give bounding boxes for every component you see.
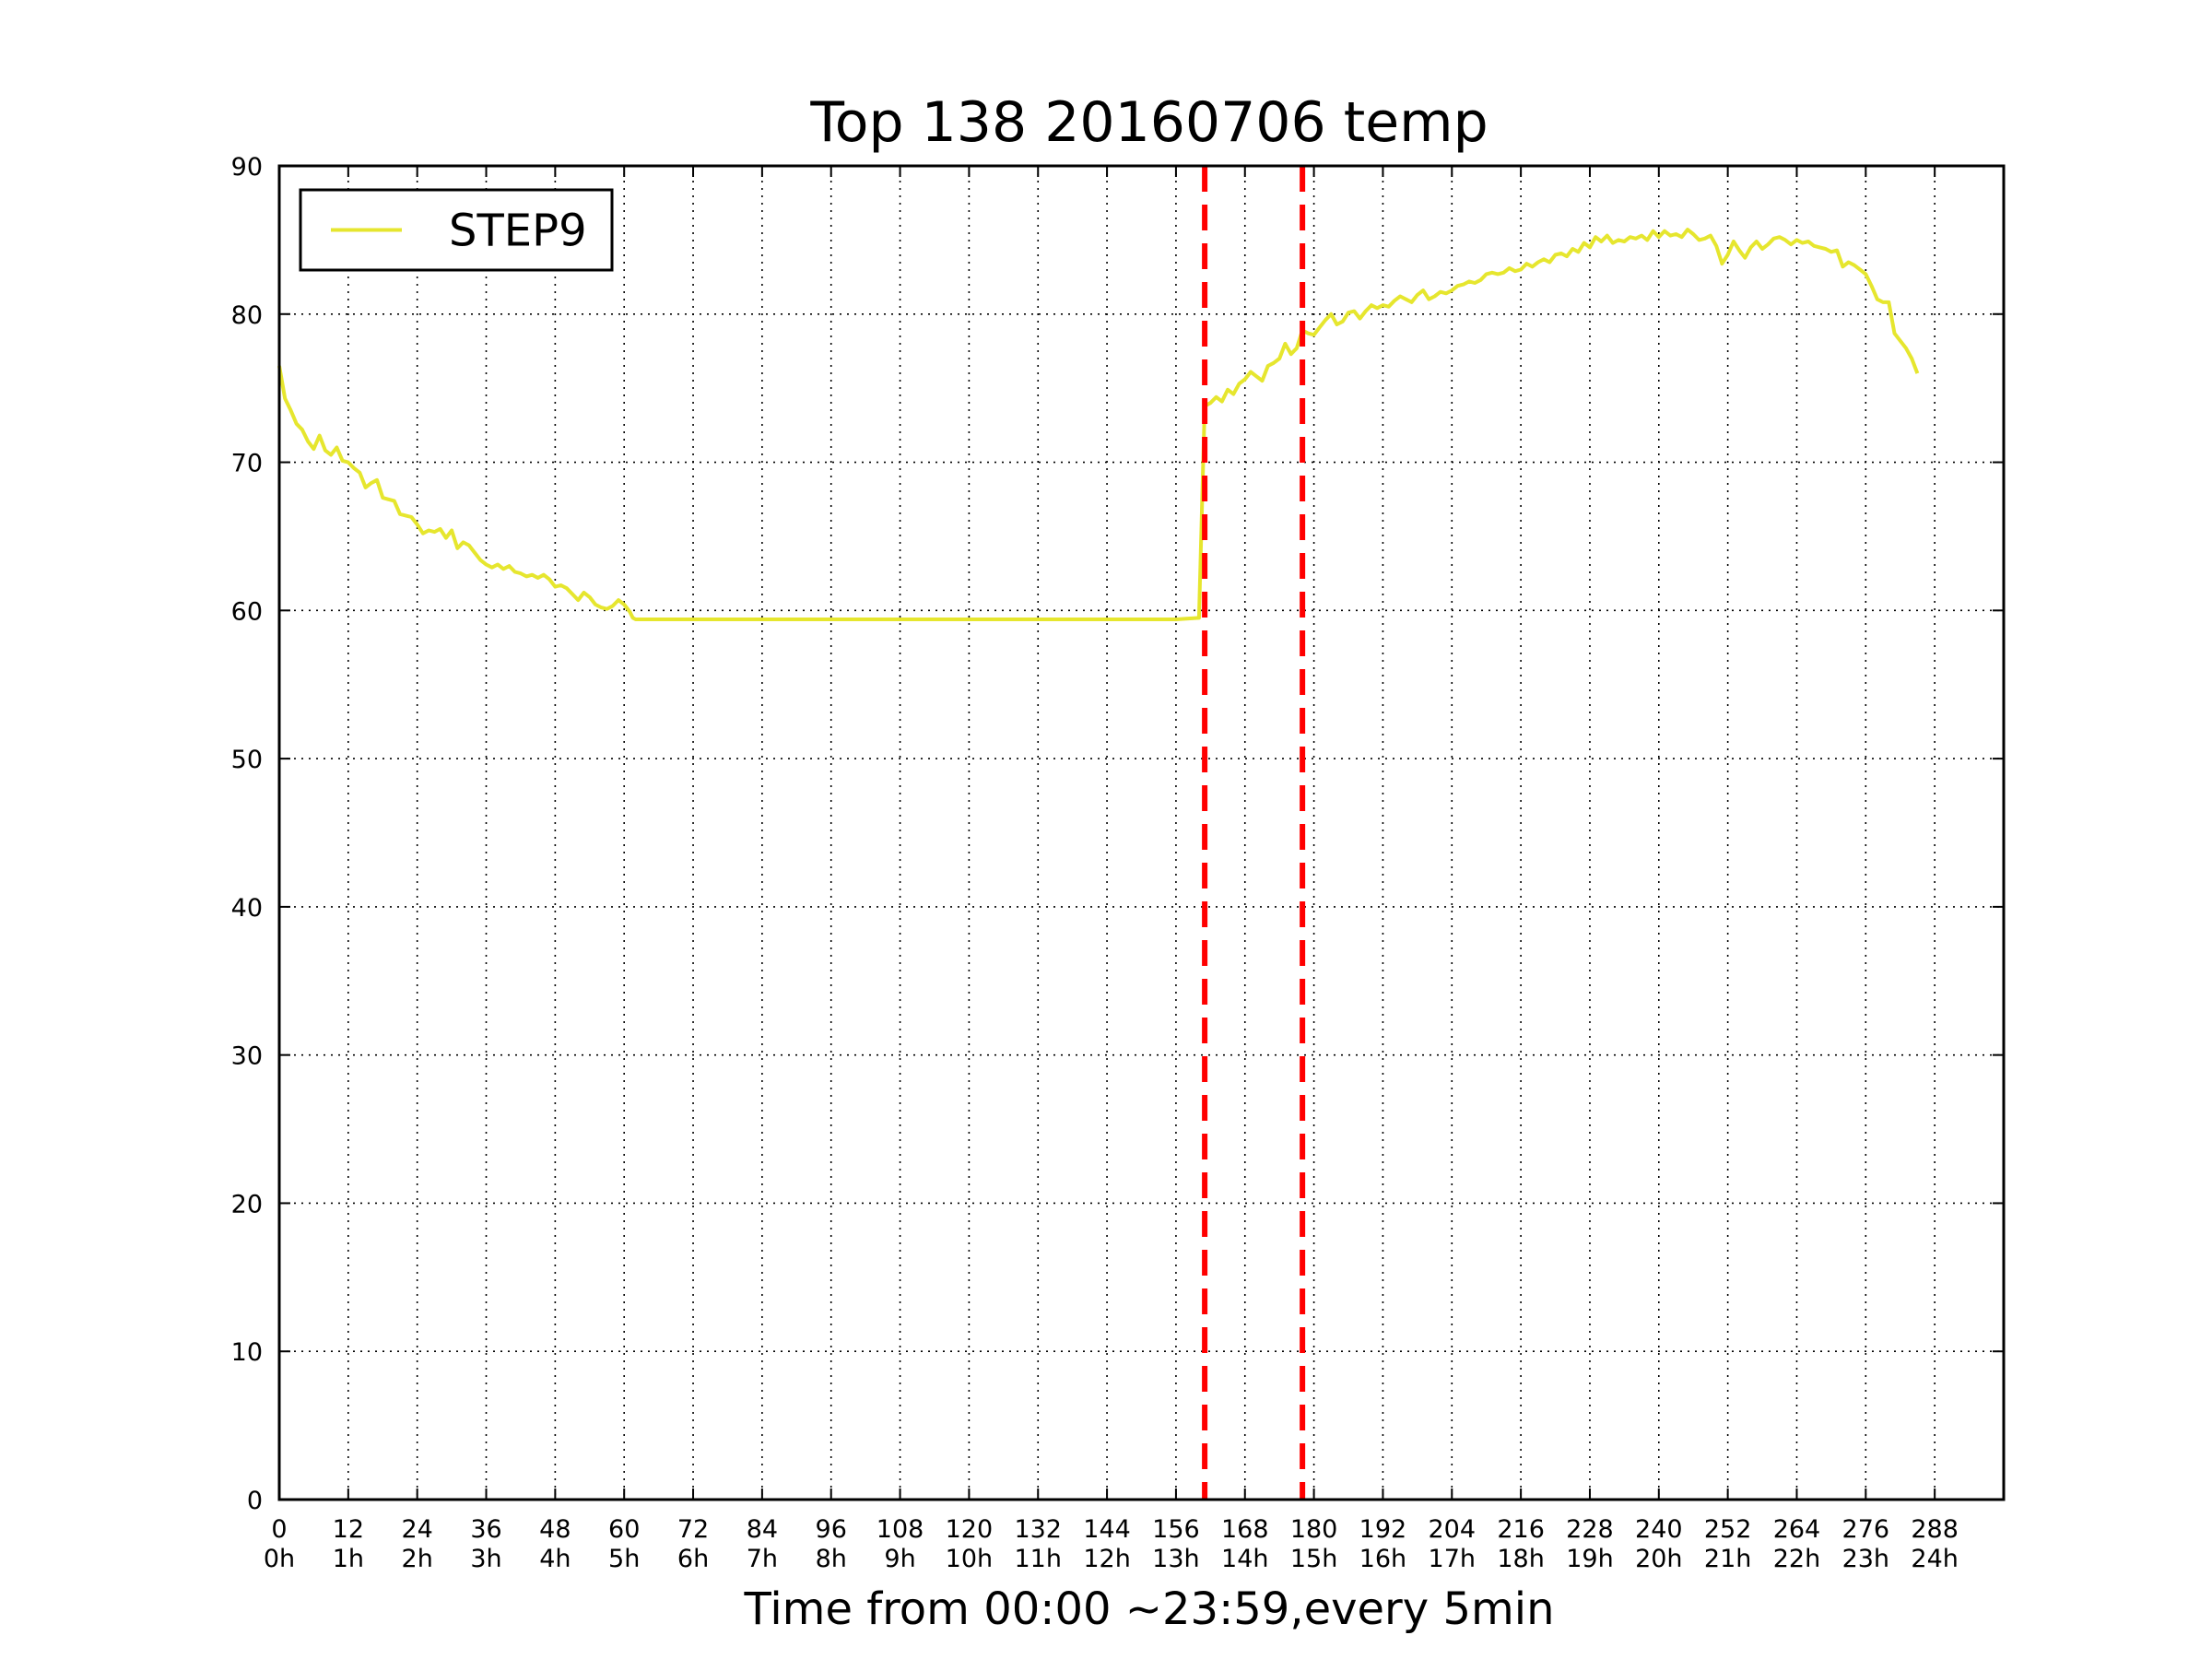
- x-tick-label: 48: [539, 1515, 571, 1544]
- x-tick-label: 12: [333, 1515, 364, 1544]
- x-tick-label-hour: 11h: [1015, 1545, 1062, 1573]
- series-line-step9: [277, 228, 1920, 621]
- x-tick-label: 252: [1704, 1515, 1752, 1544]
- x-tick-label-hour: 1h: [333, 1545, 364, 1573]
- x-tick-label: 276: [1842, 1515, 1890, 1544]
- x-tick-label-hour: 19h: [1566, 1545, 1613, 1573]
- x-tick-label-hour: 7h: [747, 1545, 778, 1573]
- x-tick-label: 204: [1429, 1515, 1477, 1544]
- legend: STEP9: [299, 188, 614, 272]
- x-tick-label: 72: [677, 1515, 709, 1544]
- x-tick-label-hour: 12h: [1083, 1545, 1130, 1573]
- x-tick-label-hour: 22h: [1773, 1545, 1820, 1573]
- y-tick-label: 90: [231, 153, 263, 182]
- x-tick-label: 120: [946, 1515, 994, 1544]
- x-tick-label-hour: 9h: [884, 1545, 915, 1573]
- y-tick-label: 40: [231, 894, 263, 923]
- x-tick-label: 96: [816, 1515, 847, 1544]
- x-tick-label: 108: [877, 1515, 924, 1544]
- x-tick-label: 144: [1083, 1515, 1131, 1544]
- tick-labels: 00h121h242h363h484h605h726h847h968h1089h…: [231, 153, 1959, 1573]
- x-tick-label-hour: 6h: [677, 1545, 709, 1573]
- x-tick-label-hour: 14h: [1221, 1545, 1268, 1573]
- x-tick-label: 180: [1290, 1515, 1338, 1544]
- y-tick-label: 0: [247, 1487, 263, 1515]
- x-tick-label-hour: 20h: [1635, 1545, 1682, 1573]
- x-tick-label: 240: [1635, 1515, 1683, 1544]
- x-tick-label-hour: 24h: [1911, 1545, 1958, 1573]
- x-tick-label: 84: [747, 1515, 778, 1544]
- y-tick-label: 30: [231, 1042, 263, 1071]
- x-tick-label-hour: 10h: [946, 1545, 993, 1573]
- x-tick-label: 192: [1359, 1515, 1407, 1544]
- x-tick-label-hour: 8h: [816, 1545, 847, 1573]
- plot-frame: [277, 164, 2006, 1501]
- x-tick-label: 288: [1911, 1515, 1959, 1544]
- x-tick-label-hour: 17h: [1429, 1545, 1476, 1573]
- y-tick-label: 50: [231, 746, 263, 774]
- x-tick-label-hour: 3h: [470, 1545, 501, 1573]
- x-tick-label-hour: 4h: [539, 1545, 571, 1573]
- chart-title: Top 138 20160706 temp: [809, 90, 1488, 155]
- legend-label: STEP9: [449, 206, 587, 257]
- x-tick-label: 228: [1566, 1515, 1614, 1544]
- x-tick-label-hour: 5h: [608, 1545, 640, 1573]
- y-tick-label: 60: [231, 597, 263, 626]
- plot-area: [277, 166, 1920, 1500]
- x-tick-label: 0: [271, 1515, 287, 1544]
- grid-lines: [279, 166, 2004, 1500]
- y-tick-label: 70: [231, 450, 263, 478]
- y-tick-label: 80: [231, 301, 263, 330]
- x-tick-label-hour: 18h: [1497, 1545, 1544, 1573]
- x-tick-label: 24: [402, 1515, 433, 1544]
- x-tick-label: 216: [1497, 1515, 1545, 1544]
- x-tick-label-hour: 21h: [1704, 1545, 1751, 1573]
- x-axis-label: Time from 00:00 ~23:59,every 5min: [744, 1583, 1555, 1635]
- x-tick-label-hour: 15h: [1290, 1545, 1337, 1573]
- x-tick-label-hour: 13h: [1152, 1545, 1199, 1573]
- y-tick-label: 20: [231, 1190, 263, 1218]
- x-tick-label: 132: [1014, 1515, 1062, 1544]
- x-tick-label-hour: 0h: [264, 1545, 295, 1573]
- y-tick-label: 10: [231, 1338, 263, 1367]
- x-tick-label-hour: 2h: [402, 1545, 433, 1573]
- x-tick-label-hour: 16h: [1359, 1545, 1406, 1573]
- axis-ticks: [278, 165, 2004, 1500]
- x-tick-label: 168: [1221, 1515, 1269, 1544]
- x-tick-label: 36: [470, 1515, 501, 1544]
- x-tick-label-hour: 23h: [1842, 1545, 1889, 1573]
- x-tick-label: 264: [1773, 1515, 1821, 1544]
- x-tick-label: 156: [1152, 1515, 1200, 1544]
- x-tick-label: 60: [608, 1515, 640, 1544]
